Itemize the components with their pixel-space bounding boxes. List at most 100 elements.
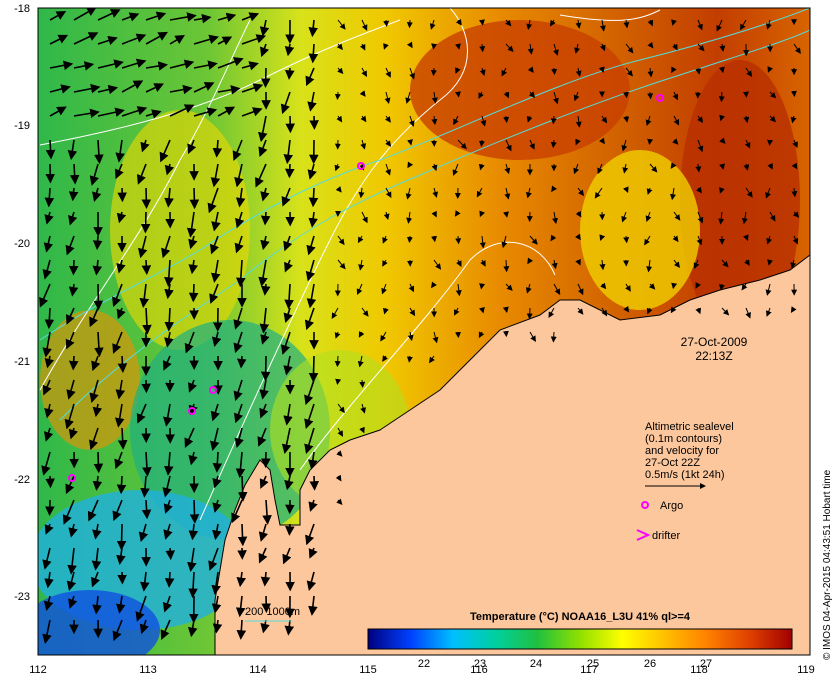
velocity-arrow [284,475,294,491]
velocity-arrow [112,619,123,642]
velocity-arrow [89,379,99,403]
velocity-arrow [625,43,634,54]
velocity-arrow [790,115,797,124]
velocity-arrow [574,43,580,54]
velocity-arrow [193,13,212,24]
colorbar-title: Temperature (°C) NOAA16_L3U 41% ql>=4 [470,611,691,623]
velocity-arrow [553,283,561,296]
velocity-arrow [231,499,243,524]
velocity-arrow [431,91,438,104]
velocity-arrow [359,43,366,51]
velocity-arrow [599,234,606,241]
velocity-arrow [550,139,557,149]
velocity-arrow [649,163,658,173]
velocity-arrow [454,307,460,316]
velocity-arrow [430,67,437,77]
colorbar-bar [367,628,793,650]
velocity-arrow [259,307,270,334]
velocity-arrow [406,211,413,224]
velocity-arrow [792,235,799,245]
velocity-arrow [721,307,730,316]
velocity-arrow [575,233,581,241]
velocity-arrow [745,67,753,78]
velocity-arrow [551,259,558,270]
velocity-arrow [164,307,175,332]
colorbar-tick: 23 [474,658,486,670]
velocity-arrow [165,547,175,561]
velocity-arrow [114,451,124,470]
velocity-arrow [44,403,54,419]
velocity-arrow [502,306,509,313]
velocity-arrow [164,571,175,588]
velocity-arrow [621,139,628,152]
velocity-arrow [92,595,102,615]
velocity-arrow [670,306,677,314]
velocity-arrow [136,163,147,185]
velocity-arrow [212,499,222,513]
velocity-arrow [577,307,584,315]
velocity-arrow [696,186,702,194]
velocity-arrow [480,259,486,267]
velocity-arrow [93,283,104,311]
velocity-arrow [594,187,603,199]
velocity-arrow [527,66,534,73]
velocity-arrows [39,8,801,644]
velocity-arrow [573,91,580,102]
velocity-arrow [671,282,678,290]
velocity-arrow [117,427,128,450]
velocity-arrow [97,9,121,21]
velocity-arrow [647,41,654,49]
velocity-arrow [646,187,653,195]
velocity-arrow [790,306,797,313]
colorbar-tick: 22 [418,658,430,670]
velocity-arrow [452,163,459,176]
velocity-arrow [260,43,270,58]
velocity-arrow [164,163,175,176]
velocity-arrow [66,379,76,400]
velocity-arrow [791,162,798,170]
velocity-arrow [306,235,316,256]
velocity-arrow [42,379,52,396]
velocity-arrow [67,139,78,161]
velocity-arrow [766,235,772,245]
velocity-arrow [673,259,681,269]
velocity-arrow [432,187,439,198]
velocity-arrow [162,595,172,613]
velocity-arrow [697,211,704,224]
velocity-arrow [505,19,512,27]
argo-markers [68,94,664,482]
velocity-arrow [169,104,195,117]
velocity-arrow [575,138,581,146]
x-tick-label: 112 [29,664,47,676]
velocity-arrow [260,235,270,251]
velocity-arrow [719,43,726,52]
velocity-arrow [718,91,725,103]
velocity-arrow [114,163,124,180]
velocity-arrow [212,451,223,473]
velocity-arrow [49,34,69,45]
velocity-arrow [42,331,52,358]
velocity-arrow [790,90,797,97]
velocity-arrow [599,43,606,52]
velocity-arrow [769,211,776,222]
velocity-arrow [259,379,269,400]
velocity-arrow [42,619,52,644]
velocity-arrow [573,163,580,175]
velocity-arrow [357,355,364,368]
isobath-legend: 200 1000m [245,606,300,622]
velocity-arrow [89,427,99,451]
velocity-arrow [550,115,557,125]
velocity-arrow [210,163,221,188]
velocity-arrow [479,67,486,76]
velocity-arrow [262,499,272,525]
x-tick-label: 118 [690,664,708,676]
velocity-arrow [193,82,215,93]
velocity-arrow [255,163,267,188]
velocity-arrow [43,235,54,253]
velocity-arrow [745,187,753,198]
velocity-arrow [42,547,52,570]
velocity-arrow [792,139,798,149]
velocity-arrow [455,43,461,50]
velocity-arrow [431,115,438,126]
